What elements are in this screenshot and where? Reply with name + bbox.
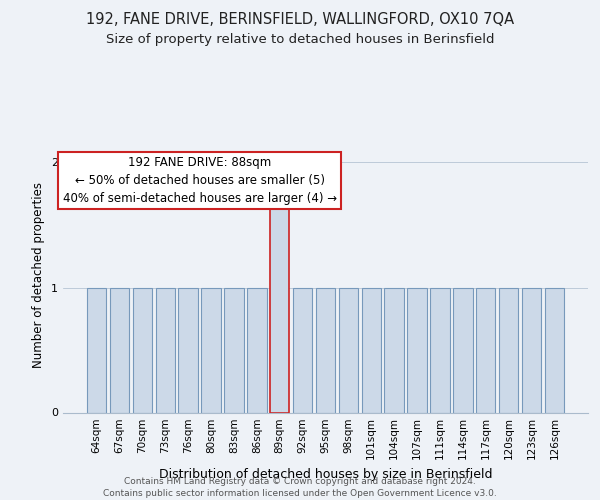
Bar xyxy=(293,288,313,412)
Bar xyxy=(316,288,335,412)
Bar xyxy=(247,288,266,412)
Bar xyxy=(178,288,198,412)
Bar xyxy=(545,288,564,412)
Bar xyxy=(407,288,427,412)
Bar xyxy=(270,162,289,412)
Bar xyxy=(522,288,541,412)
Text: Contains public sector information licensed under the Open Government Licence v3: Contains public sector information licen… xyxy=(103,488,497,498)
Text: Contains HM Land Registry data © Crown copyright and database right 2024.: Contains HM Land Registry data © Crown c… xyxy=(124,477,476,486)
Bar xyxy=(87,288,106,412)
Bar xyxy=(110,288,129,412)
Y-axis label: Number of detached properties: Number of detached properties xyxy=(32,182,46,368)
Bar xyxy=(224,288,244,412)
Bar xyxy=(362,288,381,412)
Bar xyxy=(476,288,496,412)
Bar xyxy=(385,288,404,412)
Text: 192, FANE DRIVE, BERINSFIELD, WALLINGFORD, OX10 7QA: 192, FANE DRIVE, BERINSFIELD, WALLINGFOR… xyxy=(86,12,514,28)
Bar xyxy=(338,288,358,412)
Bar xyxy=(133,288,152,412)
Text: 192 FANE DRIVE: 88sqm
← 50% of detached houses are smaller (5)
40% of semi-detac: 192 FANE DRIVE: 88sqm ← 50% of detached … xyxy=(62,156,337,205)
X-axis label: Distribution of detached houses by size in Berinsfield: Distribution of detached houses by size … xyxy=(159,468,492,481)
Bar xyxy=(202,288,221,412)
Bar xyxy=(453,288,473,412)
Bar xyxy=(499,288,518,412)
Bar xyxy=(155,288,175,412)
Text: Size of property relative to detached houses in Berinsfield: Size of property relative to detached ho… xyxy=(106,32,494,46)
Bar xyxy=(430,288,449,412)
